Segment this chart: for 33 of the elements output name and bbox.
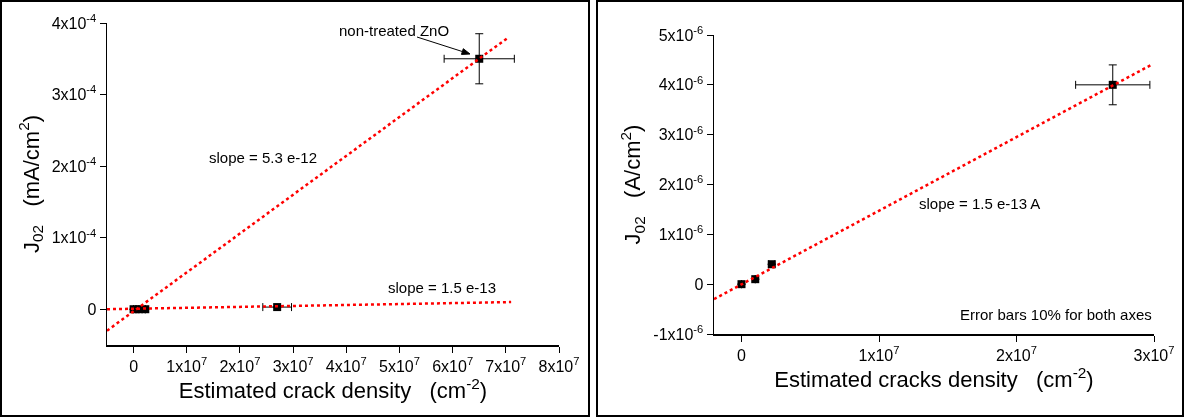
x-tick-label: 3x10$^{7}$ bbox=[1133, 343, 1175, 364]
x-tick-label: 2x10$^{7}$ bbox=[219, 354, 261, 375]
y-tick-label: 1x10$^{-6}$ bbox=[658, 223, 704, 243]
annotation: slope = 1.5 e-13 A bbox=[919, 195, 1041, 212]
x-axis-title: Estimated crack density (cm$^{-2}$) bbox=[178, 374, 488, 403]
x-tick-label: 1x10$^{7}$ bbox=[166, 354, 208, 375]
x-tick-label: 0 bbox=[737, 346, 747, 364]
y-tick-label: 1x10$^{-4}$ bbox=[51, 226, 97, 247]
x-tick-label: 5x10$^{7}$ bbox=[379, 354, 420, 375]
x-tick-label: 7x10$^{7}$ bbox=[485, 354, 527, 375]
annotation: non-treated ZnO bbox=[339, 22, 450, 39]
y-tick-label: 2x10$^{-6}$ bbox=[658, 173, 704, 194]
y-tick-label: 3x10$^{-6}$ bbox=[658, 123, 704, 144]
annotation: slope = 1.5 e-13 bbox=[388, 279, 496, 296]
y-tick-label: 4x10$^{-4}$ bbox=[51, 11, 97, 32]
y-tick-label: -1x10$^{-6}$ bbox=[653, 322, 704, 343]
x-axis-title: Estimated cracks density (cm$^{-2}$) bbox=[774, 363, 1094, 392]
y-tick-label: 0 bbox=[694, 275, 704, 293]
y-tick-label: 4x10$^{-6}$ bbox=[658, 73, 704, 94]
annotation: slope = 5.3 e-12 bbox=[209, 149, 317, 166]
x-tick-label: 4x10$^{7}$ bbox=[325, 354, 367, 375]
annotation: Error bars 10% for both axes bbox=[960, 306, 1152, 323]
y-tick-label: 3x10$^{-4}$ bbox=[51, 83, 97, 104]
x-tick-label: 2x10$^{7}$ bbox=[996, 343, 1037, 364]
x-tick-label: 6x10$^{7}$ bbox=[432, 354, 474, 375]
x-tick-label: 1x10$^{7}$ bbox=[858, 343, 900, 364]
x-tick-label: 3x10$^{7}$ bbox=[272, 354, 314, 375]
y-tick-label: 5x10$^{-6}$ bbox=[658, 23, 704, 44]
point bbox=[273, 303, 282, 312]
y-tick-label: 0 bbox=[87, 300, 97, 318]
x-tick-label: 8x10$^{7}$ bbox=[538, 354, 580, 375]
y-tick-label: 2x10$^{-4}$ bbox=[51, 154, 97, 175]
x-tick-label: 0 bbox=[129, 357, 139, 375]
